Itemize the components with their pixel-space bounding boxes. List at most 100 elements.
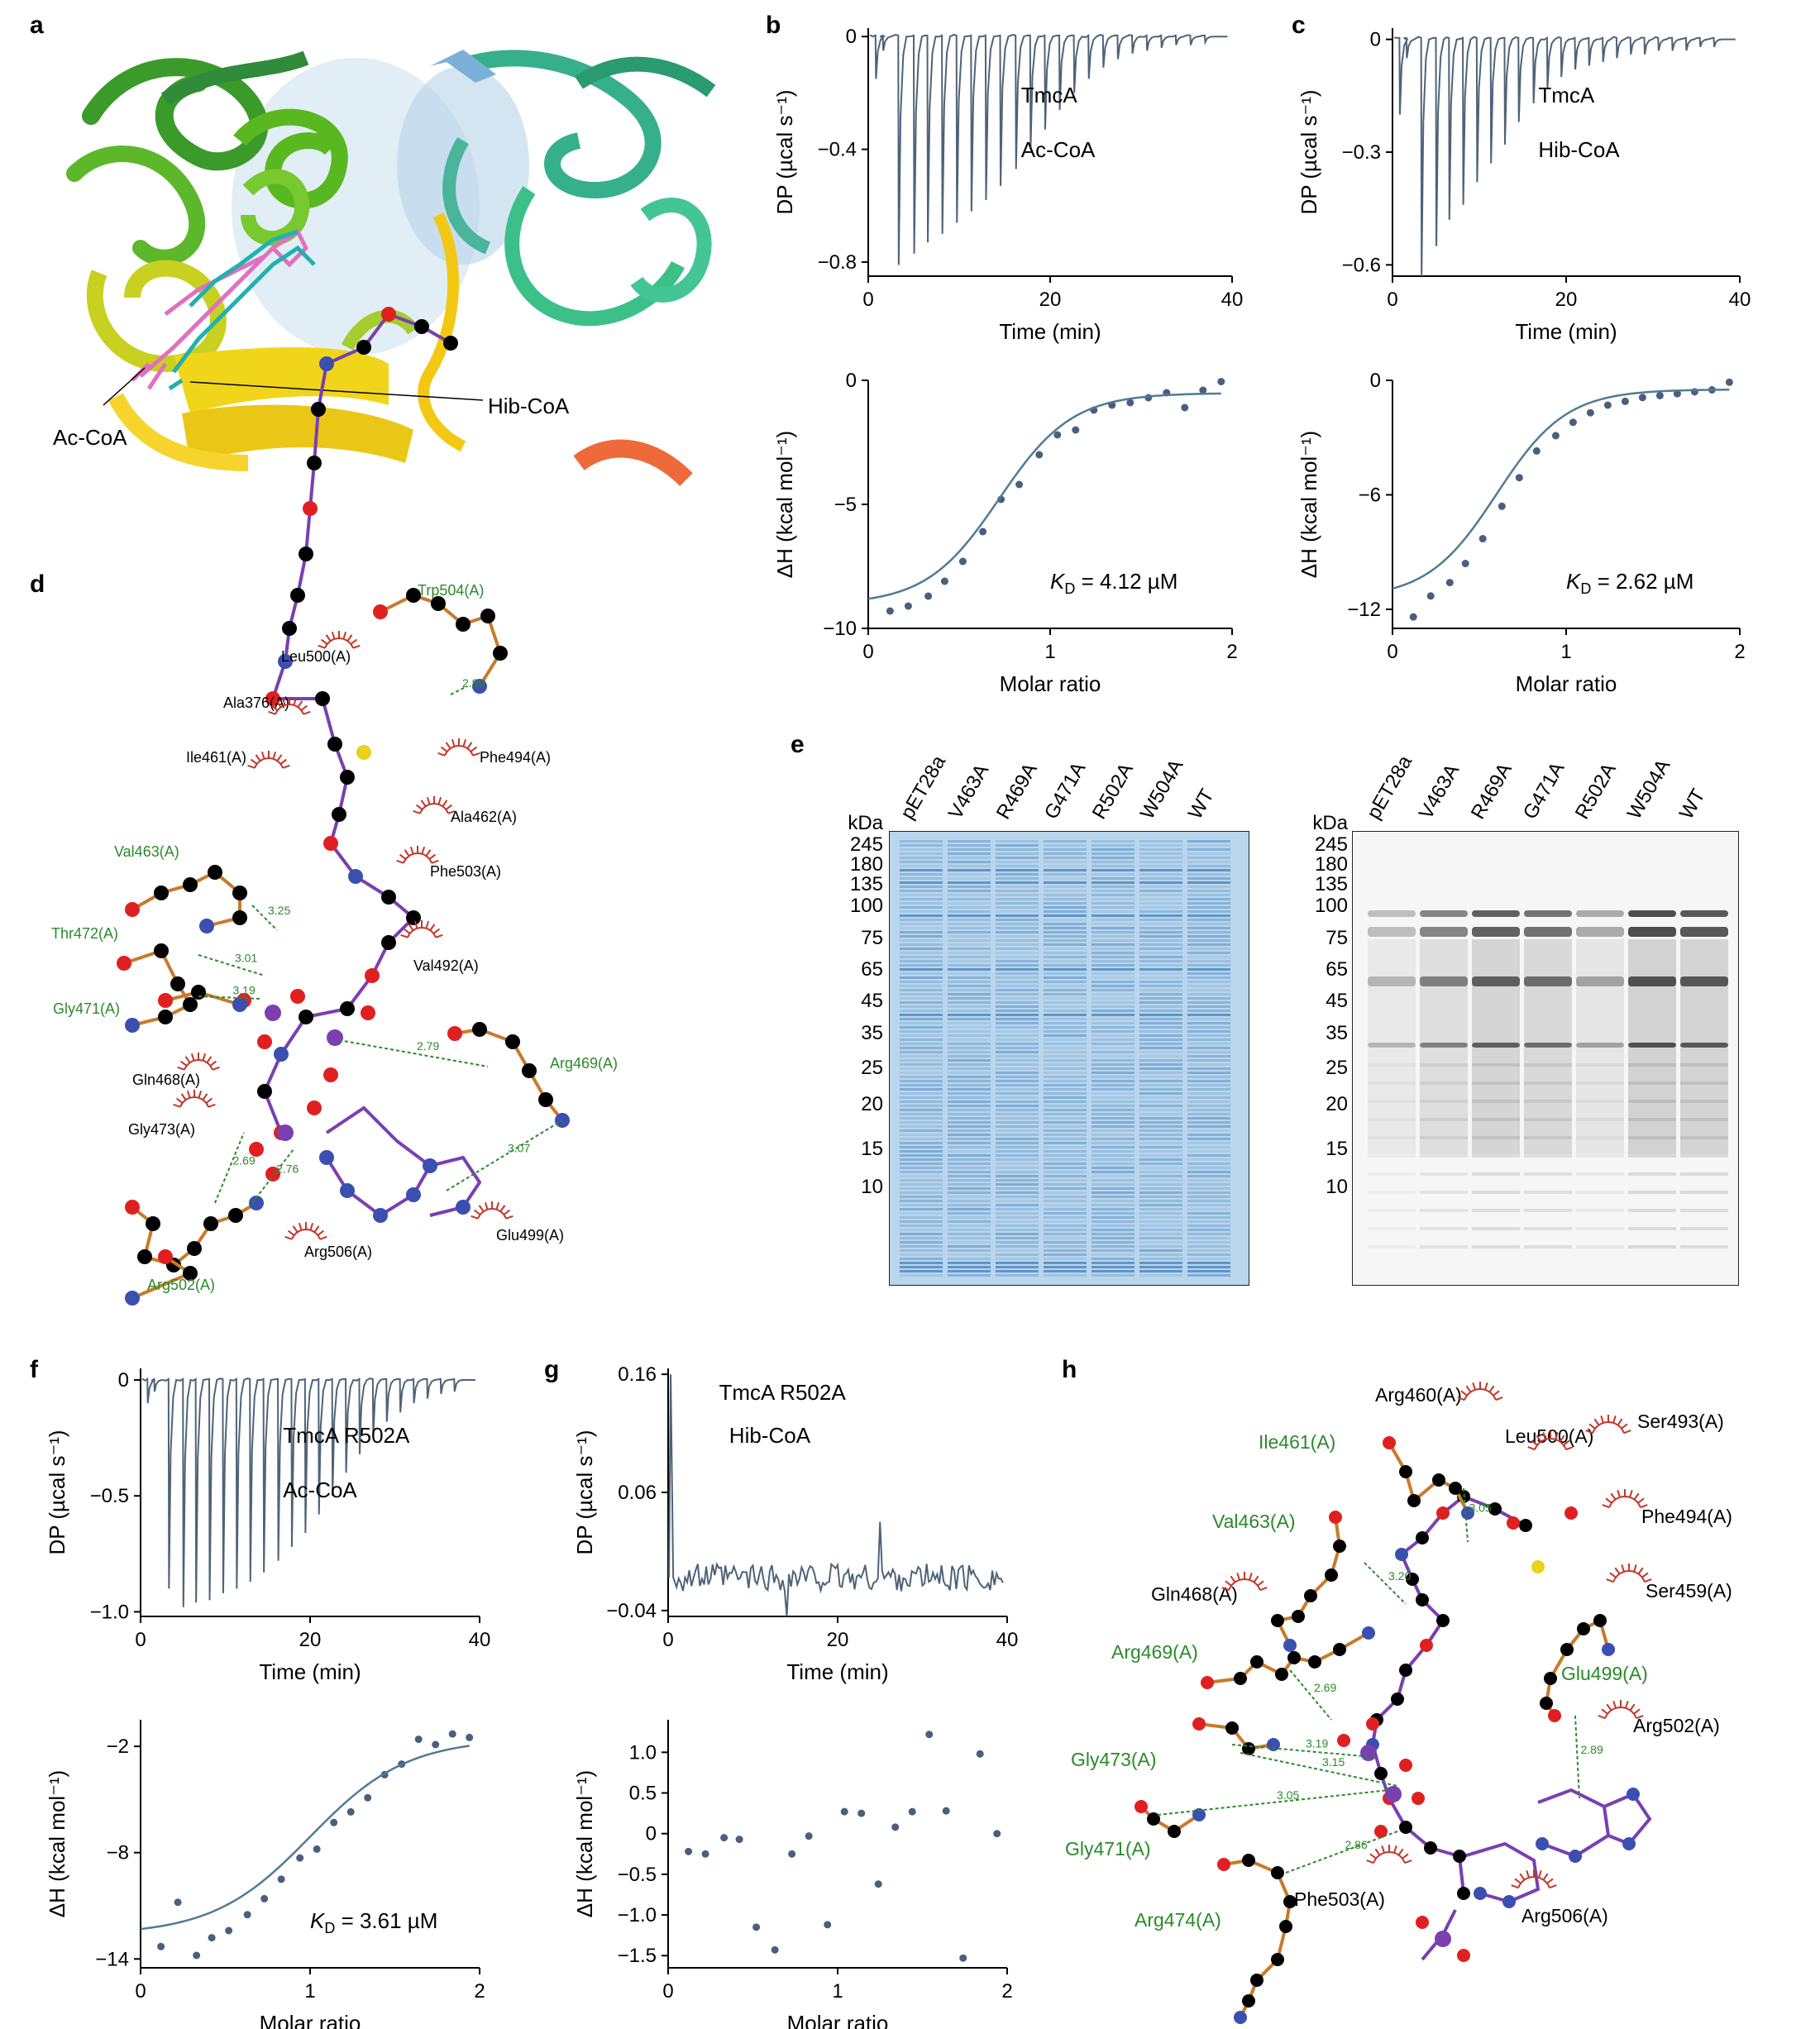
gel1-band xyxy=(1187,1183,1230,1186)
chart-g-bot-xtick-label: 2 xyxy=(1001,1980,1012,2003)
chart-g-bot-ytick-label: −0.5 xyxy=(618,1864,657,1886)
gel1-band xyxy=(996,1266,1039,1268)
gel1-band xyxy=(948,1051,991,1053)
gel1-band xyxy=(996,1179,1039,1182)
gel1-band xyxy=(1092,1026,1135,1029)
chart-g-bot-ytick-label: 0 xyxy=(646,1823,657,1845)
gel2-marker-75: 75 xyxy=(1326,927,1348,949)
atom-o xyxy=(249,1142,264,1157)
h-bond-distance: 3.05 xyxy=(1469,1501,1492,1515)
gel1-band xyxy=(900,1038,943,1041)
gel1-band xyxy=(996,1233,1039,1235)
atom-c xyxy=(472,1022,487,1037)
gel1-band xyxy=(900,1175,943,1177)
chart-c-top-xtick-label: 20 xyxy=(1555,289,1578,311)
gel1-band xyxy=(948,1010,991,1012)
atom-o xyxy=(307,1100,322,1115)
gel1-band xyxy=(1044,881,1087,884)
gel1-band xyxy=(900,1191,943,1194)
gel2-faint-band xyxy=(1368,1063,1416,1067)
gel1-band xyxy=(1139,1270,1182,1272)
gel1-band xyxy=(1139,1038,1182,1041)
chart-g-bot-xtick-label: 0 xyxy=(662,1980,673,2003)
gel1-band xyxy=(1187,1134,1230,1136)
atom-c xyxy=(1271,1866,1284,1879)
chart-f-bot-xtick-label: 2 xyxy=(474,1980,485,2003)
gel1-band xyxy=(1187,964,1230,967)
h-bond-distance: 3.25 xyxy=(268,904,290,917)
atom-o xyxy=(303,501,318,516)
gel1-band xyxy=(1139,993,1182,995)
gel1-band xyxy=(900,1241,943,1244)
gel1-band xyxy=(1044,956,1087,958)
atom-c xyxy=(257,1084,272,1099)
atom-c xyxy=(1225,1721,1239,1735)
gel1-band xyxy=(1139,1262,1182,1264)
chart-f-top-ytick-label: 0 xyxy=(118,1369,129,1392)
chart-b-top-xlabel: Time (min) xyxy=(999,319,1101,344)
atom-c xyxy=(1283,1895,1297,1908)
gel1-band xyxy=(1139,1154,1182,1157)
atom-o xyxy=(1366,1717,1379,1731)
gel1-band xyxy=(996,964,1039,967)
gel2-faint-band xyxy=(1576,1209,1624,1212)
gel1-band xyxy=(1092,1200,1135,1202)
gel1-band xyxy=(1092,898,1135,900)
atom-c xyxy=(315,691,330,706)
gel1-band xyxy=(948,869,991,871)
gel1-band xyxy=(1092,1249,1135,1252)
chart-b-bot-ytick-label: −10 xyxy=(823,618,857,640)
gel1-band xyxy=(900,997,943,1000)
gel2-smear xyxy=(1368,939,1416,1154)
atom-c xyxy=(493,646,508,661)
gel2-marker-100: 100 xyxy=(1314,895,1348,917)
gel2-background xyxy=(1353,832,1738,1285)
atom-c xyxy=(1333,1643,1346,1656)
atom-n xyxy=(125,1291,140,1306)
gel1-band xyxy=(996,1121,1039,1124)
panel-label-h: h xyxy=(1062,1356,1077,1383)
chart-f-top-ytick-label: −1.0 xyxy=(90,1601,129,1623)
atom-o xyxy=(158,993,173,1008)
gel1-band xyxy=(1092,840,1135,843)
gel1-band xyxy=(948,1125,991,1128)
atom-c xyxy=(203,1216,218,1231)
chart-c-top-annot1: TmcA xyxy=(1538,83,1595,107)
chart-c-bot-fit-curve xyxy=(1392,389,1730,590)
atom-c xyxy=(1168,1825,1181,1838)
gel1-band xyxy=(1187,952,1230,954)
gel2-faint-band xyxy=(1420,1063,1468,1067)
atom-o xyxy=(125,1200,140,1215)
gel1-band xyxy=(1044,894,1087,896)
gel1-band xyxy=(1187,906,1230,909)
gel2-faint-band xyxy=(1576,1172,1624,1176)
gel-western-blot xyxy=(1352,831,1739,1286)
chart-f-bot-point xyxy=(414,1735,423,1744)
gel2-faint-band xyxy=(1628,1154,1676,1158)
gel1-band xyxy=(1187,1117,1230,1120)
gel1-band xyxy=(1139,1084,1182,1086)
gel1-band xyxy=(1092,1063,1135,1066)
chart-g-bot-xlabel: Molar ratio xyxy=(787,2011,889,2029)
gel1-band xyxy=(1092,894,1135,896)
gel1-band xyxy=(1044,1018,1087,1020)
gel1-band xyxy=(1044,1055,1087,1057)
gel1-band xyxy=(1044,1105,1087,1107)
gel1-band xyxy=(1187,881,1230,884)
atom-c xyxy=(340,1001,355,1016)
chart-g-bot-xtick-label: 1 xyxy=(832,1980,843,2003)
gel1-band xyxy=(1187,844,1230,847)
chart-g-bot-point xyxy=(874,1880,882,1888)
gel1-band xyxy=(1139,1162,1182,1165)
h-bond xyxy=(1240,1752,1398,1787)
atom-n xyxy=(125,1018,140,1033)
gel1-band xyxy=(996,1270,1039,1272)
gel2-band xyxy=(1524,1043,1572,1048)
gel2-faint-band xyxy=(1472,1100,1520,1103)
gel2-faint-band xyxy=(1472,1154,1520,1158)
gel1-band xyxy=(948,985,991,987)
atom-c xyxy=(232,886,247,900)
gel2-faint-band xyxy=(1368,1100,1416,1103)
gel1-band xyxy=(996,1096,1039,1099)
atom-c xyxy=(1242,1854,1255,1867)
